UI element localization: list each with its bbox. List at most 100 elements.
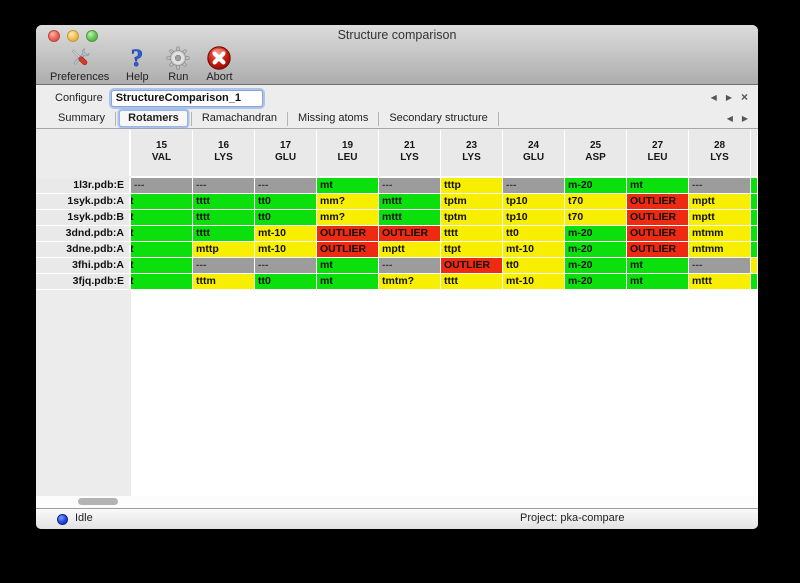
rotamer-cell[interactable]: mt xyxy=(627,258,689,274)
zoom-window-button[interactable] xyxy=(86,30,98,42)
column-header-17[interactable]: 17 GLU xyxy=(255,130,317,176)
abort-button[interactable]: Abort xyxy=(206,44,233,83)
run-button[interactable]: Run xyxy=(165,44,191,83)
rotamer-cell[interactable]: --- xyxy=(255,178,317,194)
close-window-button[interactable] xyxy=(48,30,60,42)
column-header-28[interactable]: 28 LYS xyxy=(689,130,751,176)
rotamer-cell[interactable]: t70 xyxy=(565,210,627,226)
rotamer-cell[interactable]: tttt xyxy=(193,210,255,226)
rotamer-cell[interactable]: OUTLIER xyxy=(627,194,689,210)
configure-name-input[interactable] xyxy=(110,89,263,107)
preferences-button[interactable]: Preferences xyxy=(50,44,109,83)
row-label[interactable]: 3dne.pdb:A xyxy=(36,242,131,258)
rotamer-cell[interactable]: tt0 xyxy=(255,194,317,210)
pane-prev-arrow-icon[interactable]: ◀ xyxy=(710,93,717,102)
rotamer-cell[interactable]: tptm xyxy=(441,210,503,226)
rotamer-cell[interactable]: mt xyxy=(627,274,689,290)
rotamer-cell[interactable]: m-20 xyxy=(565,226,627,242)
rotamer-cell[interactable]: tttt xyxy=(441,274,503,290)
rotamer-cell[interactable]: t xyxy=(131,242,193,258)
pane-next-arrow-icon[interactable]: ▶ xyxy=(725,93,732,102)
column-header-21[interactable]: 21 LYS xyxy=(379,130,441,176)
rotamer-cell[interactable]: tttm xyxy=(193,274,255,290)
tab-summary[interactable]: Summary xyxy=(58,112,106,124)
rotamer-cell[interactable]: tptm xyxy=(441,194,503,210)
row-label[interactable]: 1syk.pdb:A xyxy=(36,194,131,210)
rotamer-cell[interactable]: t xyxy=(131,210,193,226)
rotamer-cell[interactable]: OUTLIER xyxy=(441,258,503,274)
tab-scroll-right-icon[interactable]: ▶ xyxy=(741,114,748,123)
column-header-25[interactable]: 25 ASP xyxy=(565,130,627,176)
rotamer-cell[interactable]: OUTLIER xyxy=(627,226,689,242)
rotamer-cell[interactable]: tttp xyxy=(441,178,503,194)
rotamer-cell[interactable]: mttp xyxy=(193,242,255,258)
rotamer-cell[interactable]: ttpt xyxy=(441,242,503,258)
column-header-27[interactable]: 27 LEU xyxy=(627,130,689,176)
rotamer-cell[interactable]: OUTLIER xyxy=(379,226,441,242)
help-button[interactable]: ? Help xyxy=(124,44,150,84)
rotamer-cell[interactable]: OUTLIER xyxy=(317,226,379,242)
column-header-15[interactable]: 15 VAL xyxy=(131,130,193,176)
tab-missing-atoms[interactable]: Missing atoms xyxy=(298,112,369,124)
rotamer-cell[interactable]: mttt xyxy=(689,274,751,290)
rotamer-cell[interactable]: tt0 xyxy=(255,274,317,290)
rotamer-cell[interactable]: mt xyxy=(317,274,379,290)
rotamer-cell[interactable]: t xyxy=(131,226,193,242)
rotamer-cell[interactable]: mt xyxy=(317,178,379,194)
rotamer-cell[interactable]: mttt xyxy=(379,194,441,210)
column-header-16[interactable]: 16 LYS xyxy=(193,130,255,176)
rotamer-cell[interactable]: --- xyxy=(255,258,317,274)
rotamer-cell[interactable]: t xyxy=(131,258,193,274)
column-header-24[interactable]: 24 GLU xyxy=(503,130,565,176)
rotamer-cell[interactable]: mt xyxy=(317,258,379,274)
rotamer-cell[interactable]: m-20 xyxy=(565,178,627,194)
tab-secondary-structure[interactable]: Secondary structure xyxy=(389,112,488,124)
rotamer-cell[interactable]: OUTLIER xyxy=(317,242,379,258)
row-label[interactable]: 3dnd.pdb:A xyxy=(36,226,131,242)
rotamer-cell[interactable]: mtmm xyxy=(689,242,751,258)
rotamer-cell[interactable]: mm? xyxy=(317,194,379,210)
pane-close-icon[interactable]: × xyxy=(740,90,748,104)
rotamer-cell[interactable]: tt0 xyxy=(503,226,565,242)
rotamer-cell[interactable]: t xyxy=(131,274,193,290)
rotamer-cell[interactable]: m-20 xyxy=(565,242,627,258)
rotamer-cell[interactable]: --- xyxy=(503,178,565,194)
rotamer-cell[interactable]: --- xyxy=(193,258,255,274)
rotamer-cell[interactable]: mptt xyxy=(379,242,441,258)
rotamer-cell[interactable]: tttt xyxy=(193,194,255,210)
rotamer-cell[interactable]: --- xyxy=(379,178,441,194)
rotamer-cell[interactable]: --- xyxy=(689,178,751,194)
rotamer-cell[interactable]: mt-10 xyxy=(503,242,565,258)
rotamer-cell[interactable]: mt-10 xyxy=(503,274,565,290)
rotamer-cell[interactable]: --- xyxy=(131,178,193,194)
rotamer-cell[interactable]: t70 xyxy=(565,194,627,210)
minimize-window-button[interactable] xyxy=(67,30,79,42)
column-header-19[interactable]: 19 LEU xyxy=(317,130,379,176)
rotamer-cell[interactable]: --- xyxy=(379,258,441,274)
rotamer-cell[interactable]: tt0 xyxy=(503,258,565,274)
rotamer-cell[interactable]: mtmm xyxy=(689,226,751,242)
tab-rotamers[interactable]: Rotamers xyxy=(119,110,188,127)
horizontal-scrollbar-track[interactable] xyxy=(36,496,758,508)
rotamer-cell[interactable]: m-20 xyxy=(565,258,627,274)
rotamer-cell[interactable]: mt-10 xyxy=(255,242,317,258)
rotamer-cell[interactable]: tt0 xyxy=(255,210,317,226)
rotamer-cell[interactable]: tp10 xyxy=(503,194,565,210)
tab-ramachandran[interactable]: Ramachandran xyxy=(201,112,278,124)
rotamer-cell[interactable]: OUTLIER xyxy=(627,210,689,226)
rotamer-cell[interactable]: OUTLIER xyxy=(627,242,689,258)
horizontal-scrollbar-thumb[interactable] xyxy=(78,498,118,505)
rotamer-cell[interactable]: tttt xyxy=(441,226,503,242)
rotamer-cell[interactable]: mt-10 xyxy=(255,226,317,242)
row-label[interactable]: 3fjq.pdb:E xyxy=(36,274,131,290)
row-label[interactable]: 3fhi.pdb:A xyxy=(36,258,131,274)
rotamer-cell[interactable]: tp10 xyxy=(503,210,565,226)
rotamer-cell[interactable]: mptt xyxy=(689,210,751,226)
column-header-23[interactable]: 23 LYS xyxy=(441,130,503,176)
row-label[interactable]: 1syk.pdb:B xyxy=(36,210,131,226)
rotamer-cell[interactable]: --- xyxy=(689,258,751,274)
tab-scroll-left-icon[interactable]: ◀ xyxy=(726,114,733,123)
rotamer-cell[interactable]: m-20 xyxy=(565,274,627,290)
rotamer-cell[interactable]: --- xyxy=(193,178,255,194)
rotamer-cell[interactable]: tmtm? xyxy=(379,274,441,290)
